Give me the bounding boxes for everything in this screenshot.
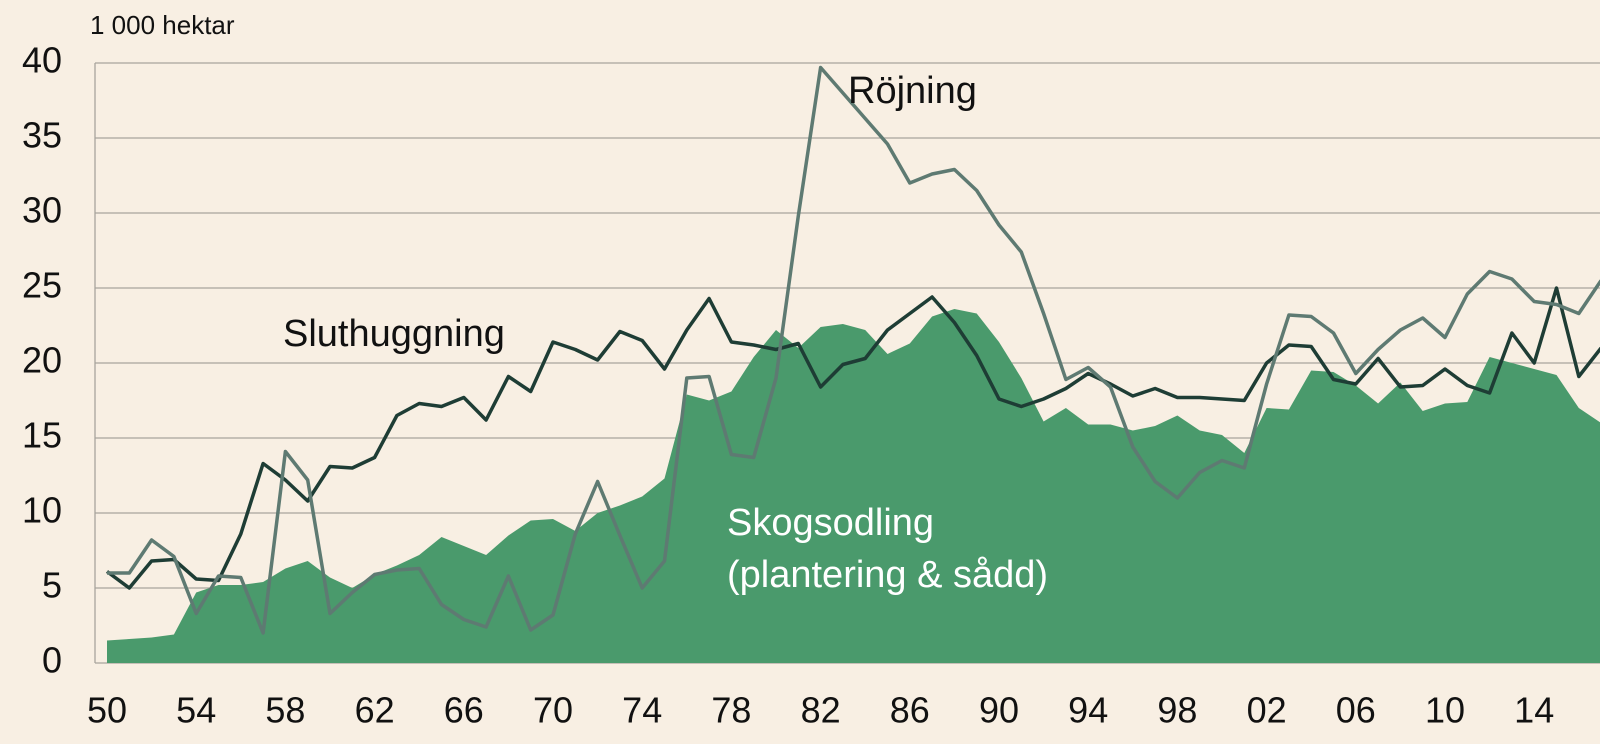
x-tick-label: 74 [622, 690, 662, 731]
x-tick-label: 10 [1425, 690, 1465, 731]
x-tick-label: 94 [1068, 690, 1108, 731]
area [107, 309, 1600, 663]
x-tick-label: 14 [1514, 690, 1554, 731]
y-tick-label: 15 [22, 415, 62, 456]
annotation: Skogsodling [727, 502, 934, 544]
x-tick-label: 78 [711, 690, 751, 731]
y-tick-label: 20 [22, 340, 62, 381]
x-tick-label: 02 [1247, 690, 1287, 731]
y-tick-label: 10 [22, 490, 62, 531]
y-tick-label: 35 [22, 115, 62, 156]
x-tick-label: 62 [355, 690, 395, 731]
line [105, 286, 1600, 590]
x-tick-label: 58 [265, 690, 305, 731]
y-tick-label: 0 [42, 640, 62, 681]
x-tick-label: 90 [979, 690, 1019, 731]
y-tick-label: 40 [22, 40, 62, 81]
x-tick-label: 06 [1336, 690, 1376, 731]
y-tick-label: 5 [42, 565, 62, 606]
unit-label: 1 000 hektar [90, 10, 235, 40]
x-tick-label: 54 [176, 690, 216, 731]
x-tick-label: 82 [801, 690, 841, 731]
y-tick-label: 30 [22, 190, 62, 231]
annotation: Röjning [848, 70, 977, 112]
annotation: (plantering & sådd) [727, 554, 1048, 596]
x-tick-label: 66 [444, 690, 484, 731]
annotation: Sluthuggning [283, 313, 505, 355]
line [107, 65, 1600, 635]
x-tick-label: 98 [1157, 690, 1197, 731]
x-tick-label: 86 [890, 690, 930, 731]
y-tick-label: 25 [22, 265, 62, 306]
x-tick-label: 50 [87, 690, 127, 731]
x-tick-label: 70 [533, 690, 573, 731]
